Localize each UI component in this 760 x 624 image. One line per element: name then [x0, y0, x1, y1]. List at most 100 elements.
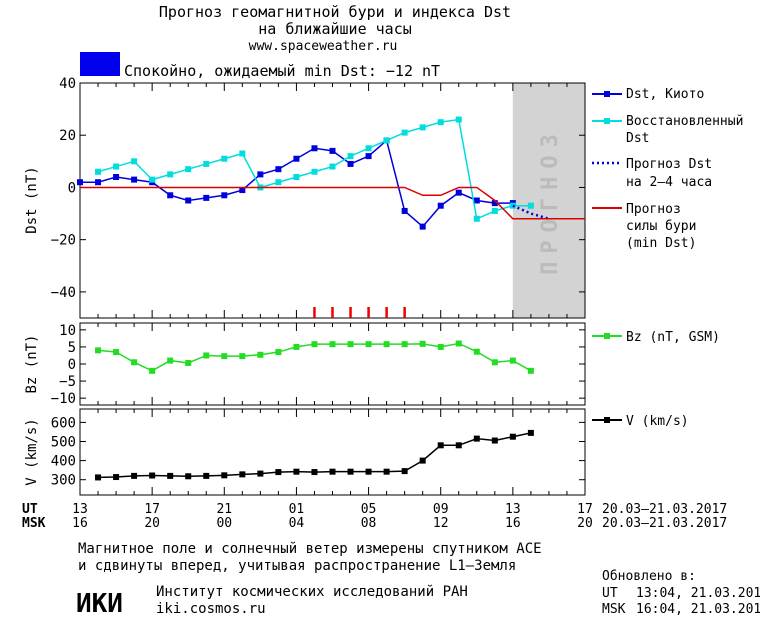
data-point: [473, 215, 480, 222]
data-point: [221, 353, 228, 360]
institute-site[interactable]: iki.cosmos.ru: [156, 601, 266, 617]
legend-marker-dst-kyoto: [604, 91, 610, 97]
msk-tick-label: 16: [505, 516, 521, 531]
y-axis-label: Bz (nT): [24, 334, 40, 393]
data-point: [203, 194, 210, 201]
legend-storm-forecast-line3: (min Dst): [626, 236, 696, 251]
y-tick-label: 400: [51, 454, 76, 470]
data-point: [77, 179, 83, 186]
data-point: [95, 474, 102, 481]
data-point: [401, 341, 408, 348]
data-point: [491, 437, 498, 444]
data-point: [365, 341, 372, 348]
ut-tick-label: 13: [505, 502, 521, 517]
source-url[interactable]: www.spaceweather.ru: [249, 39, 398, 54]
legend-marker-v: [604, 417, 610, 423]
data-point: [473, 197, 480, 204]
ut-tick-label: 05: [361, 502, 377, 517]
data-point: [239, 150, 246, 157]
y-tick-label: 40: [59, 76, 76, 92]
data-point: [203, 352, 210, 359]
data-point: [437, 442, 444, 449]
data-point: [185, 359, 192, 366]
data-point: [167, 357, 174, 364]
ut-date-range: 20.03–21.03.2017: [602, 502, 727, 517]
data-point: [437, 119, 444, 126]
data-point: [293, 174, 300, 180]
data-point: [275, 166, 282, 173]
data-point: [347, 468, 354, 475]
series-line-0-2: [512, 204, 550, 220]
data-point: [131, 176, 138, 183]
y-tick-label: 300: [51, 473, 76, 489]
panel-frame: [79, 82, 586, 319]
legend-bz: Bz (nT, GSM): [626, 330, 720, 345]
institute-name: Институт космических исследований РАН: [156, 584, 468, 600]
data-point: [293, 343, 300, 350]
forecast-label: ПРОГНОЗ: [538, 126, 563, 275]
data-point: [221, 472, 228, 479]
data-point: [401, 207, 408, 214]
legend-v: V (km/s): [626, 414, 689, 429]
legend-restored-dst-line2: Dst: [626, 131, 649, 146]
msk-axis-label: MSK: [22, 516, 46, 531]
data-point: [131, 158, 138, 165]
data-point: [185, 473, 192, 480]
series-line-1-0: [97, 342, 532, 372]
data-point: [275, 349, 282, 356]
forecast-region: [512, 83, 585, 318]
data-point: [419, 457, 426, 464]
data-point: [113, 474, 120, 481]
y-tick-label: 500: [51, 434, 76, 450]
data-point: [383, 137, 390, 144]
chart-title-line1: Прогноз геомагнитной бури и индекса Dst: [159, 3, 511, 21]
panel-frame: [79, 322, 586, 406]
y-tick-label: −5: [59, 374, 76, 390]
legend-dst-kyoto: Dst, Киото: [626, 87, 704, 102]
data-point: [113, 163, 120, 170]
data-point: [473, 348, 480, 355]
data-point: [347, 153, 354, 160]
data-point: [347, 341, 354, 348]
data-point: [311, 145, 318, 152]
data-point: [527, 367, 534, 374]
updated-ut-label: UT: [602, 586, 618, 601]
data-point: [95, 179, 102, 186]
y-tick-label: −20: [51, 233, 76, 249]
data-point: [239, 187, 246, 194]
data-point: [131, 472, 138, 479]
status-text: Спокойно, ожидаемый min Dst: −12 nT: [124, 62, 440, 80]
ut-tick-label: 01: [289, 502, 305, 517]
data-point: [257, 470, 264, 477]
data-point: [419, 124, 426, 131]
panel-frame: [79, 408, 586, 496]
data-point: [221, 155, 228, 162]
data-point: [239, 353, 246, 360]
legend-storm-forecast-line1: Прогноз: [626, 202, 681, 217]
data-point: [383, 468, 390, 475]
data-point: [491, 207, 498, 214]
series-line-0-0: [80, 139, 513, 228]
y-tick-label: 10: [59, 323, 76, 339]
updated-label: Обновлено в:: [602, 569, 696, 584]
data-point: [221, 192, 228, 199]
y-tick-label: −40: [51, 285, 76, 301]
data-point: [95, 347, 102, 354]
updated-msk-label: MSK: [602, 602, 626, 617]
ut-tick-label: 17: [577, 502, 593, 517]
v-panel: 600 500 400 300 V (km/s): [24, 408, 586, 496]
measurement-note-line1: Магнитное поле и солнечный ветер измерен…: [78, 541, 542, 557]
data-point: [437, 202, 444, 209]
data-point: [185, 197, 192, 204]
series-line-0-3: [80, 186, 585, 220]
data-point: [239, 471, 246, 478]
data-point: [113, 349, 120, 356]
data-point: [329, 147, 336, 154]
msk-tick-label: 20: [144, 516, 160, 531]
data-point: [113, 174, 120, 180]
data-point: [455, 340, 462, 347]
data-point: [329, 341, 336, 348]
legend-restored-dst-line1: Восстановленный: [626, 114, 743, 129]
